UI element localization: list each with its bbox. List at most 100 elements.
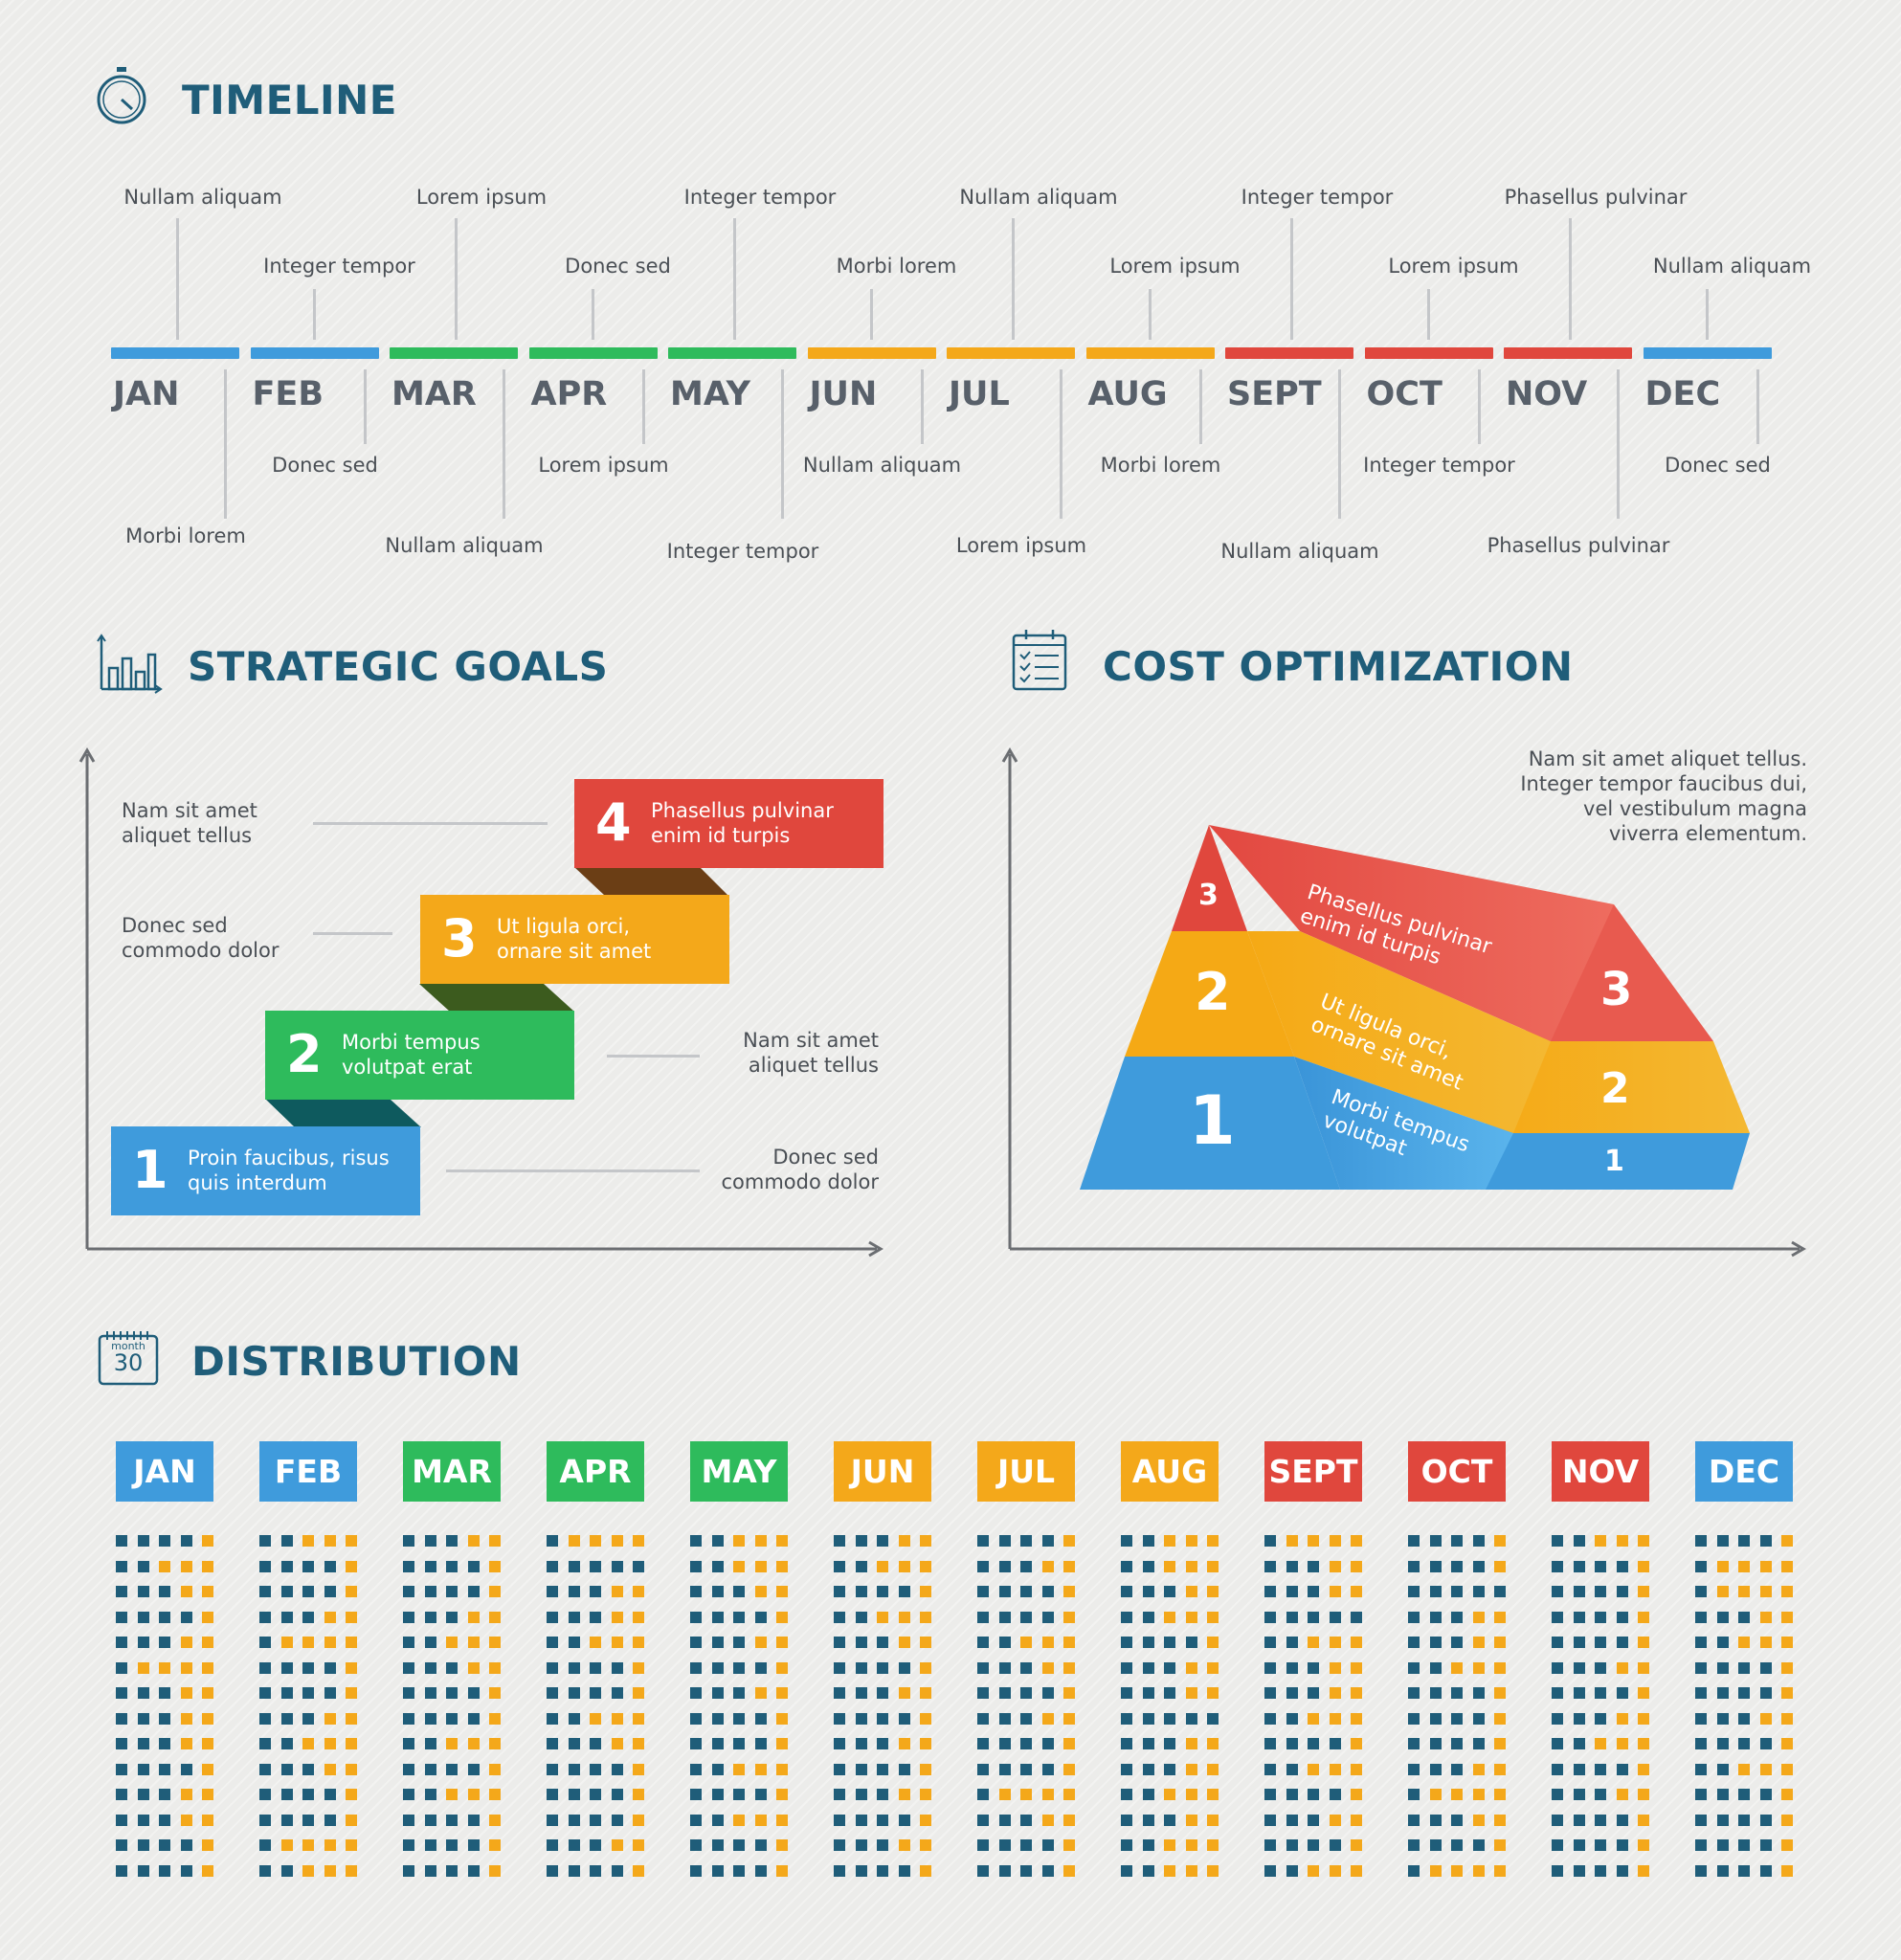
distribution-square-highlight	[1041, 1814, 1054, 1826]
distribution-square	[690, 1712, 702, 1725]
distribution-square	[1716, 1789, 1729, 1800]
distribution-square	[1738, 1864, 1750, 1877]
distribution-square-highlight	[1041, 1712, 1054, 1725]
timeline-top-connector	[176, 218, 179, 340]
distribution-square-highlight	[776, 1738, 788, 1749]
distribution-square	[834, 1864, 845, 1877]
distribution-square-highlight	[1429, 1864, 1442, 1877]
distribution-square-highlight	[1781, 1586, 1793, 1597]
distribution-square	[711, 1661, 724, 1674]
distribution-square	[324, 1586, 336, 1597]
distribution-square-highlight	[1164, 1789, 1175, 1800]
distribution-square	[998, 1560, 1011, 1572]
distribution-square-highlight	[633, 1687, 644, 1699]
distribution-square	[1286, 1839, 1298, 1851]
left-level-2-label: 2	[1195, 962, 1231, 1022]
distribution-square	[1472, 1586, 1485, 1597]
distribution-square-highlight	[633, 1535, 644, 1547]
distribution-square-highlight	[1329, 1864, 1341, 1877]
distribution-square-highlight	[1472, 1814, 1485, 1826]
distribution-square-highlight	[776, 1789, 788, 1800]
distribution-square	[855, 1712, 867, 1725]
distribution-square-highlight	[633, 1586, 644, 1597]
distribution-square	[403, 1789, 414, 1800]
distribution-square-highlight	[633, 1763, 644, 1775]
distribution-square-highlight	[633, 1839, 644, 1851]
distribution-square	[1429, 1763, 1442, 1775]
staircase-folds	[266, 867, 728, 1127]
distribution-square-highlight	[489, 1839, 501, 1851]
distribution-square	[137, 1789, 149, 1800]
distribution-square	[1759, 1789, 1772, 1800]
distribution-square-highlight	[1207, 1560, 1219, 1572]
goal-step-text: Proin faucibus, risus quis interdum	[188, 1147, 390, 1194]
distribution-square-highlight	[346, 1535, 357, 1547]
distribution-square	[1041, 1586, 1054, 1597]
distribution-square	[424, 1661, 436, 1674]
distribution-square-highlight	[1472, 1661, 1485, 1674]
distribution-square	[116, 1560, 127, 1572]
distribution-square-highlight	[1781, 1712, 1793, 1725]
distribution-square	[1121, 1839, 1132, 1851]
distribution-square	[1595, 1560, 1606, 1572]
distribution-square	[116, 1763, 127, 1775]
distribution-square	[424, 1586, 436, 1597]
distribution-square	[1472, 1535, 1485, 1547]
distribution-square	[1286, 1560, 1298, 1572]
distribution-square-highlight	[920, 1814, 931, 1826]
distribution-square-highlight	[1207, 1814, 1219, 1826]
distribution-square	[1429, 1535, 1442, 1547]
distribution-square-highlight	[898, 1611, 910, 1623]
distribution-square	[1329, 1738, 1341, 1749]
distribution-square-highlight	[202, 1661, 213, 1674]
distribution-square-highlight	[754, 1687, 767, 1699]
stopwatch-icon	[97, 67, 146, 124]
distribution-square	[590, 1738, 601, 1749]
distribution-square-highlight	[1329, 1560, 1341, 1572]
distribution-square	[1142, 1763, 1154, 1775]
distribution-square	[302, 1661, 314, 1674]
distribution-square-highlight	[733, 1560, 745, 1572]
distribution-square	[1164, 1586, 1175, 1597]
distribution-square	[446, 1611, 458, 1623]
distribution-square-highlight	[733, 1535, 745, 1547]
distribution-square	[1616, 1687, 1628, 1699]
distribution-square	[998, 1763, 1011, 1775]
distribution-square	[137, 1864, 149, 1877]
distribution-square	[1308, 1611, 1319, 1623]
distribution-square-highlight	[1063, 1611, 1075, 1623]
distribution-square-highlight	[489, 1789, 501, 1800]
distribution-square-highlight	[489, 1560, 501, 1572]
distribution-square-highlight	[489, 1814, 501, 1826]
timeline-top-label: Lorem ipsum	[1388, 255, 1519, 278]
distribution-square-highlight	[590, 1712, 601, 1725]
distribution-grid	[547, 1535, 646, 1880]
left-level-1-label: 1	[1189, 1081, 1236, 1160]
distribution-square-highlight	[1207, 1789, 1219, 1800]
distribution-square-highlight	[489, 1586, 501, 1597]
distribution-square	[568, 1712, 580, 1725]
timeline-bottom-connector	[1338, 369, 1341, 519]
timeline-bottom-connector	[641, 369, 645, 444]
distribution-square	[1264, 1839, 1276, 1851]
distribution-square	[1616, 1560, 1628, 1572]
distribution-square	[116, 1687, 127, 1699]
distribution-square	[998, 1738, 1011, 1749]
distribution-square	[1142, 1814, 1154, 1826]
distribution-square	[137, 1839, 149, 1851]
distribution-square	[877, 1839, 888, 1851]
distribution-square	[898, 1712, 910, 1725]
distribution-square	[137, 1687, 149, 1699]
distribution-square	[116, 1864, 127, 1877]
distribution-square	[1695, 1586, 1707, 1597]
distribution-square	[1738, 1839, 1750, 1851]
distribution-square	[568, 1687, 580, 1699]
distribution-square	[711, 1586, 724, 1597]
distribution-square-highlight	[611, 1738, 623, 1749]
distribution-square	[733, 1712, 745, 1725]
distribution-square	[711, 1789, 724, 1800]
cost-axes	[1001, 747, 1806, 1258]
calendar-icon-number: 30	[113, 1349, 144, 1376]
distribution-square	[1616, 1814, 1628, 1826]
distribution-square	[1207, 1712, 1219, 1725]
